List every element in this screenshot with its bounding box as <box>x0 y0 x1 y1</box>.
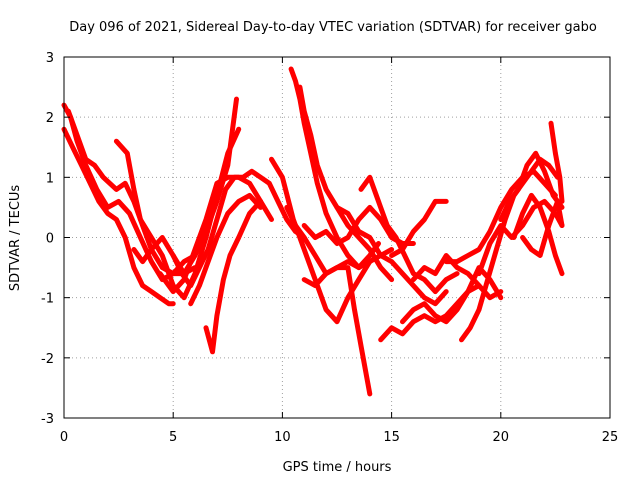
data-series-track-16 <box>334 204 449 307</box>
data-series-track-25 <box>498 150 565 222</box>
data-series-track-20 <box>389 198 449 258</box>
data-series <box>61 66 565 397</box>
data-series-track-28 <box>548 120 565 204</box>
data-series-track-9 <box>203 198 264 355</box>
data-series-track-27 <box>520 198 565 258</box>
data-series-track-21 <box>410 253 504 301</box>
x-tick-label: 0 <box>60 430 68 445</box>
y-tick-label: -2 <box>41 352 54 367</box>
x-tick-label: 15 <box>383 430 400 445</box>
data-series-track-6 <box>157 174 274 295</box>
data-series-track-24 <box>476 198 565 277</box>
data-series-track-2 <box>61 126 176 307</box>
data-series-track-3 <box>65 108 198 277</box>
x-axis-label: GPS time / hours <box>283 460 392 475</box>
y-tick-label: 2 <box>46 111 54 126</box>
y-tick-labels: -3 -2 -1 0 1 2 3 <box>41 51 54 427</box>
data-series-track-19 <box>400 265 504 325</box>
x-tick-label: 5 <box>169 430 177 445</box>
y-tick-label: -3 <box>41 412 54 427</box>
y-tick-label: 1 <box>46 171 54 186</box>
data-series-track-7 <box>170 168 307 289</box>
chart-title: Day 096 of 2021, Sidereal Day-to-day VTE… <box>69 20 597 35</box>
data-series-track-15 <box>301 247 395 289</box>
x-tick-labels: 0 5 10 15 20 25 <box>60 430 618 445</box>
data-series-track-17 <box>358 174 460 295</box>
y-tick-label: 0 <box>46 232 54 247</box>
x-tick-label: 10 <box>274 430 291 445</box>
data-series-track-26 <box>511 192 565 277</box>
y-tick-label: -1 <box>41 292 54 307</box>
axis-ticks <box>63 56 611 419</box>
x-tick-label: 20 <box>493 430 510 445</box>
x-tick-label: 25 <box>602 430 619 445</box>
y-tick-label: 3 <box>46 51 54 66</box>
data-series-track-8 <box>188 192 264 307</box>
y-axis-label: SDTVAR / TECUs <box>8 185 23 292</box>
data-series-track-22 <box>443 168 558 265</box>
